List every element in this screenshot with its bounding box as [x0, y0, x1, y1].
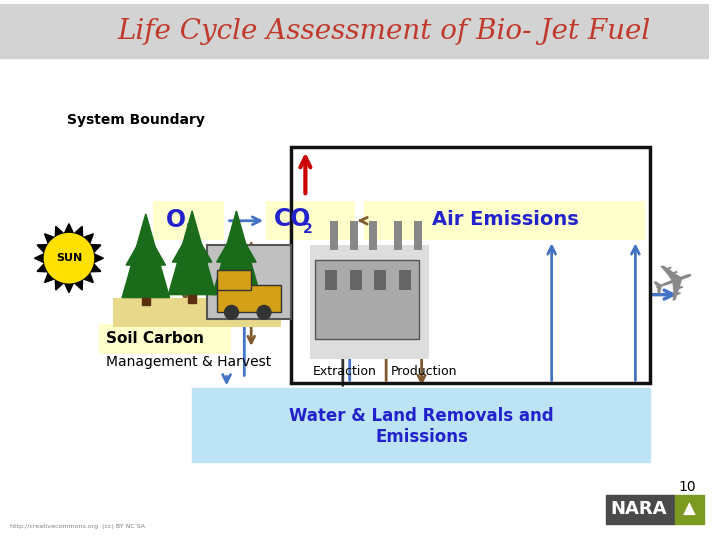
Circle shape — [257, 306, 271, 319]
Text: ▲: ▲ — [683, 501, 696, 518]
Text: 2: 2 — [186, 221, 196, 235]
Polygon shape — [122, 214, 169, 298]
Bar — [291, 147, 650, 383]
Bar — [113, 298, 281, 327]
Text: NARA: NARA — [611, 501, 667, 518]
Bar — [350, 270, 361, 289]
Bar — [414, 221, 422, 251]
Bar — [364, 201, 645, 240]
Circle shape — [225, 306, 238, 319]
Text: Management & Harvest: Management & Harvest — [107, 355, 271, 369]
Bar — [325, 270, 337, 289]
Polygon shape — [172, 228, 212, 262]
Bar — [350, 221, 358, 251]
Text: Emissions: Emissions — [375, 428, 468, 447]
Text: O: O — [166, 208, 186, 232]
Bar — [207, 245, 291, 319]
Text: System Boundary: System Boundary — [67, 113, 205, 127]
Text: 2: 2 — [302, 221, 312, 235]
Bar — [369, 221, 377, 251]
Polygon shape — [126, 231, 166, 265]
Bar — [394, 221, 402, 251]
Bar — [399, 270, 411, 289]
Bar — [99, 324, 232, 354]
Bar — [217, 270, 251, 289]
Bar — [330, 221, 338, 251]
Text: Production: Production — [390, 365, 457, 378]
Bar — [310, 245, 428, 359]
Text: SUN: SUN — [56, 253, 82, 263]
Polygon shape — [35, 224, 104, 293]
Circle shape — [45, 234, 94, 283]
Text: 10: 10 — [679, 480, 696, 494]
Text: Extraction: Extraction — [313, 365, 377, 378]
Polygon shape — [168, 211, 216, 295]
Polygon shape — [217, 228, 256, 262]
Text: Soil Carbon: Soil Carbon — [107, 332, 204, 347]
Bar — [0, 58, 709, 536]
Polygon shape — [142, 298, 150, 306]
Bar — [675, 495, 704, 524]
Text: Water & Land Removals and: Water & Land Removals and — [289, 407, 554, 425]
Bar — [315, 260, 418, 339]
Polygon shape — [233, 295, 240, 302]
Bar — [192, 388, 650, 462]
Bar — [217, 285, 281, 312]
Text: http://creativecommons.org  (cc) BY NC SA: http://creativecommons.org (cc) BY NC SA — [10, 524, 145, 529]
Text: ✈: ✈ — [645, 253, 704, 317]
Bar — [374, 270, 386, 289]
Text: CO: CO — [274, 207, 311, 231]
Text: Life Cycle Assessment of Bio- Jet Fuel: Life Cycle Assessment of Bio- Jet Fuel — [117, 18, 651, 45]
Bar — [0, 4, 709, 58]
Polygon shape — [213, 211, 260, 295]
Bar — [153, 201, 224, 240]
Polygon shape — [188, 295, 196, 302]
Bar — [266, 201, 355, 240]
Text: Air Emissions: Air Emissions — [432, 210, 579, 230]
Bar — [606, 495, 675, 524]
